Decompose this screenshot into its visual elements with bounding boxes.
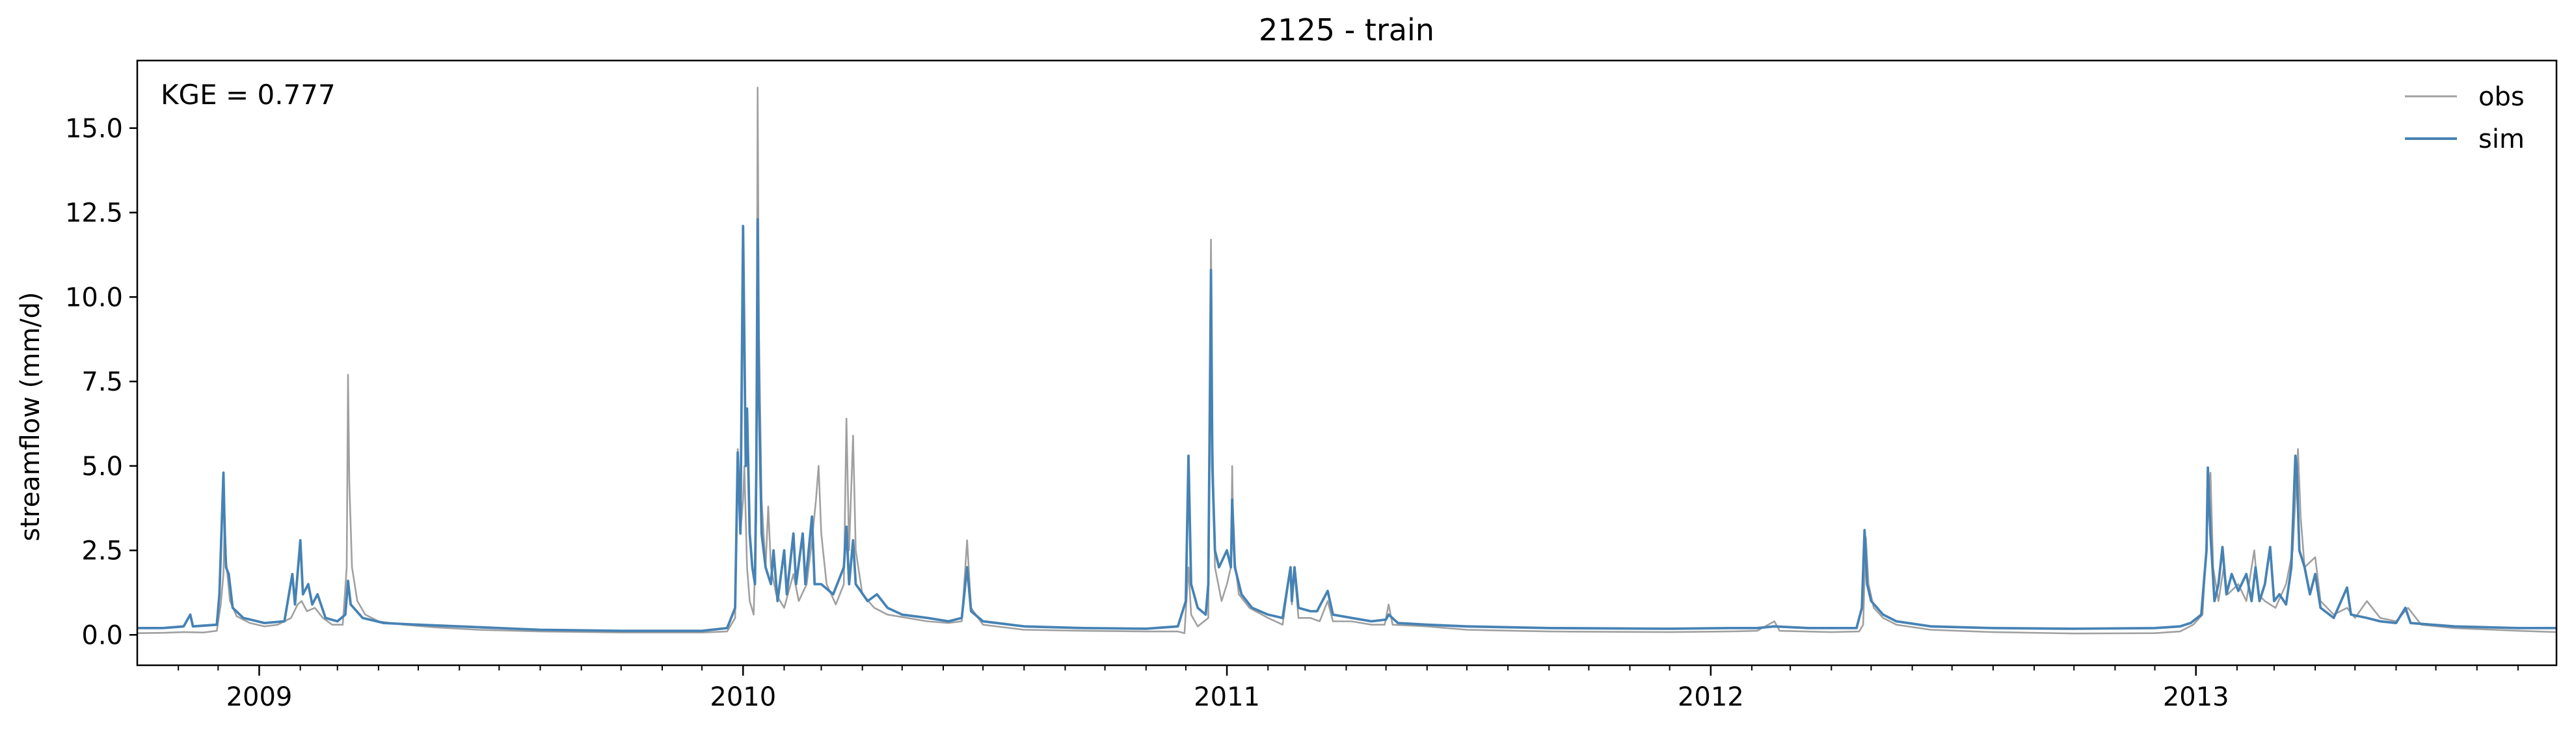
y-tick-label: 12.5: [65, 199, 123, 228]
series-line-obs: [137, 87, 2557, 635]
y-tick-label: 15.0: [65, 114, 123, 144]
y-tick-label: 5.0: [81, 452, 123, 482]
y-tick-label: 0.0: [81, 620, 123, 650]
x-tick-label: 2009: [226, 682, 293, 712]
legend-label-sim: sim: [2478, 124, 2525, 154]
x-tick-label: 2011: [1194, 682, 1260, 712]
plot-frame: [136, 59, 2558, 667]
chart-title: 2125 - train: [1259, 12, 1434, 48]
series-line-sim: [137, 217, 2556, 632]
plot-area: [137, 87, 2557, 635]
y-tick-label: 7.5: [81, 367, 123, 397]
y-tick-label: 2.5: [81, 536, 123, 566]
x-tick-label: 2010: [710, 682, 776, 712]
legend-label-obs: obs: [2478, 82, 2525, 112]
axes: 0.0 2.5 5.0 7.5 10.0 12.5 15.0 2009 2010 2011 2012…: [65, 114, 2519, 712]
legend: obs sim: [2405, 82, 2525, 154]
x-tick-label: 2012: [1678, 682, 1744, 712]
y-axis-label: streamflow (mm/d): [16, 292, 46, 541]
x-tick-label: 2013: [2163, 682, 2229, 712]
y-tick-label: 10.0: [65, 283, 123, 312]
kge-annotation: KGE = 0.777: [161, 79, 336, 111]
